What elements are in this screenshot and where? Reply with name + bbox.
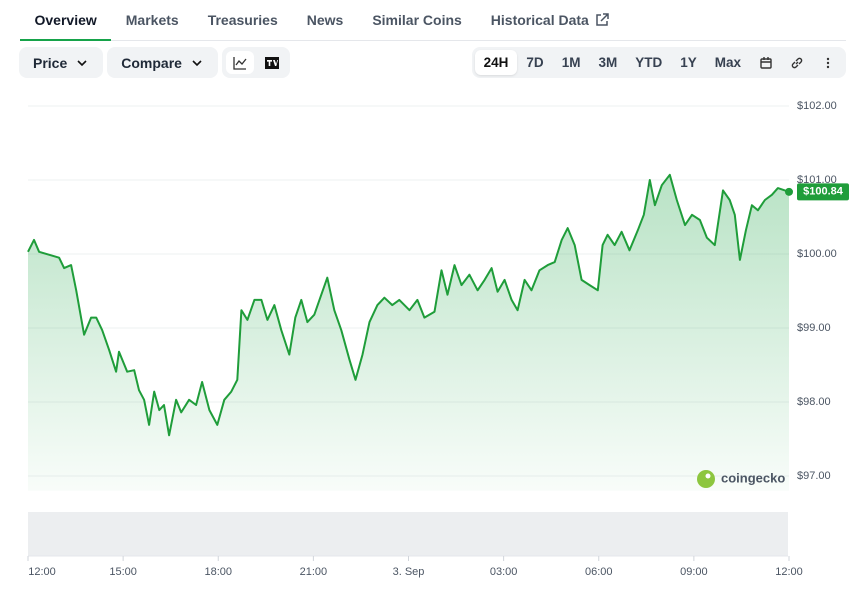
chevron-icon <box>192 59 202 66</box>
watermark-logo <box>697 470 715 488</box>
tab[interactable]: Similar Coins <box>358 0 476 40</box>
y-tick-label: $101.00 <box>797 174 837 186</box>
x-tick-label: 12:00 <box>775 566 803 578</box>
range-button-label: 7D <box>526 55 544 70</box>
tab-label: Historical Data <box>490 12 589 28</box>
tab[interactable]: Overview <box>20 0 112 41</box>
range-button[interactable]: 3M <box>589 50 626 75</box>
x-tick-label: 18:00 <box>204 566 232 578</box>
y-tick-label: $98.00 <box>797 396 831 408</box>
tab[interactable]: News <box>292 0 358 40</box>
x-tick-label: 06:00 <box>585 566 613 578</box>
y-tick-label: $100.00 <box>797 248 837 260</box>
tradingview-button[interactable] <box>258 51 286 74</box>
range-button[interactable]: 24H <box>474 50 518 75</box>
x-tick-label: 15:00 <box>109 566 137 578</box>
tab-label: Markets <box>125 12 179 28</box>
external-link-icon <box>596 13 609 26</box>
toolbar: Price Compare <box>19 47 290 78</box>
calendar-button[interactable] <box>750 50 781 75</box>
dropdown[interactable]: Price <box>19 47 104 78</box>
range-button[interactable]: 7D <box>517 50 552 75</box>
range-button-label: 1M <box>561 55 581 70</box>
current-price-badge <box>797 183 849 201</box>
range-button-label: Max <box>714 55 741 70</box>
watermark: coingecko <box>721 470 785 485</box>
y-tick-label: $97.00 <box>797 470 831 482</box>
tab[interactable]: Treasuries <box>193 0 292 40</box>
tab-label: Treasuries <box>207 12 278 28</box>
x-tick-label: 12:00 <box>28 566 56 578</box>
x-tick-label: 03:00 <box>490 566 518 578</box>
volume-strip <box>28 512 788 556</box>
range-button-label: YTD <box>635 55 663 70</box>
watermark-logo-eye <box>705 473 711 479</box>
range-button[interactable]: Max <box>706 50 750 75</box>
tab[interactable]: Historical Data <box>476 0 623 40</box>
price-line <box>27 173 790 437</box>
more-icon <box>826 57 829 68</box>
range-button[interactable]: 1Y <box>671 50 706 75</box>
chart: $97.00 $98.00 $99.00 $100.00 $101.00 $102.00 1… <box>27 100 849 578</box>
area-fill <box>28 174 789 491</box>
tradingview-icon <box>264 56 279 69</box>
y-tick-label: $102.00 <box>797 100 837 112</box>
current-price-label: $100.84 <box>803 186 844 198</box>
line-icon <box>233 56 247 70</box>
range-button[interactable]: YTD <box>626 50 671 75</box>
calendar-icon <box>759 56 772 69</box>
range-button-label: 1Y <box>680 55 697 70</box>
dropdown-label: Compare <box>121 54 182 71</box>
chart-style-group <box>221 47 290 78</box>
link-button[interactable] <box>781 50 812 75</box>
current-price-dot <box>785 187 793 196</box>
dropdown-label: Price <box>33 54 68 71</box>
tab-label: Similar Coins <box>372 12 462 28</box>
line-style-button[interactable] <box>225 51 254 74</box>
x-tick-label: 3. Sep <box>393 566 425 578</box>
chevron-icon <box>77 59 87 66</box>
range-button-label: 24H <box>483 55 509 70</box>
tab-label: News <box>306 12 344 28</box>
dropdown[interactable]: Compare <box>107 47 218 78</box>
range-button[interactable]: 1M <box>553 50 590 75</box>
x-tick-label: 21:00 <box>300 566 328 578</box>
y-tick-label: $99.00 <box>797 322 831 334</box>
tab-label: Overview <box>34 12 97 28</box>
link-icon <box>791 57 802 68</box>
x-tick-label: 09:00 <box>680 566 708 578</box>
more-button[interactable] <box>812 50 843 75</box>
range-selector: 24H 7D 1M 3M YTD 1Y Max <box>471 47 846 78</box>
range-button-label: 3M <box>598 55 618 70</box>
tab-bar: Overview Markets Treasuries News Similar Coi… <box>20 0 846 41</box>
tab[interactable]: Markets <box>111 0 193 40</box>
